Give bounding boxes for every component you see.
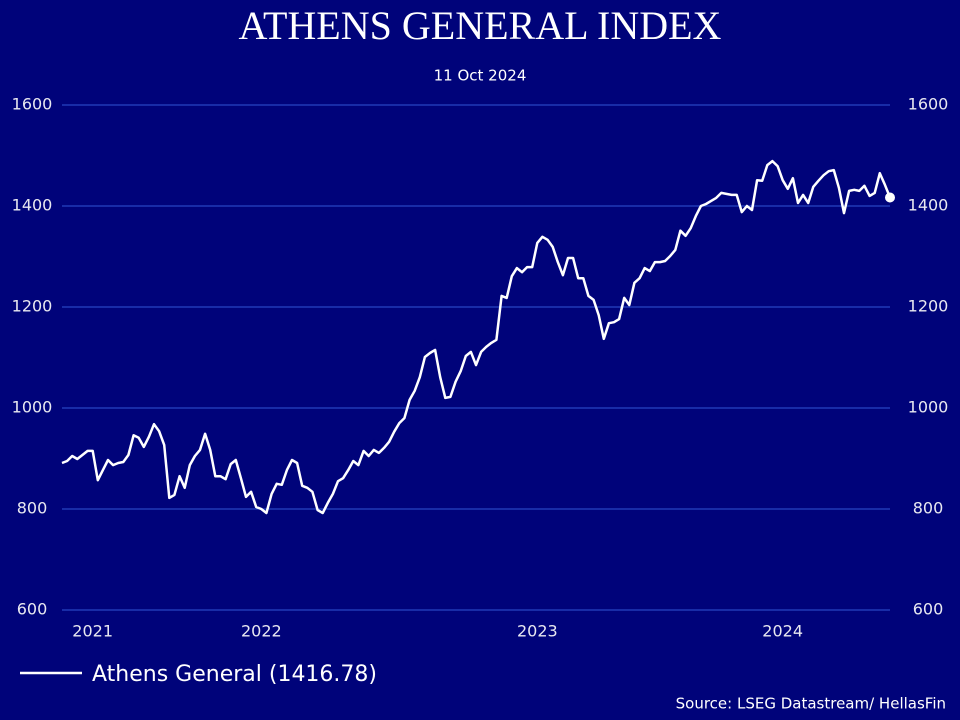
data-line: [61, 159, 892, 515]
source-note: Source: LSEG Datastream/ HellasFin: [676, 695, 946, 713]
chart-title: ATHENS GENERAL INDEX: [239, 3, 722, 48]
y-tick-label: 1600: [12, 95, 53, 114]
y2-tick-label: 800: [913, 499, 944, 518]
y2-tick-label: 1400: [908, 196, 949, 215]
end-point: [885, 192, 895, 203]
y-tick-label: 1200: [12, 297, 53, 316]
y2-tick-label: 1000: [908, 398, 949, 417]
y-tick-label: 800: [17, 499, 48, 518]
chart-subtitle: 11 Oct 2024: [434, 67, 527, 85]
x-tick-label: 2021: [72, 622, 113, 641]
x-tick-label: 2023: [517, 622, 558, 641]
x-tick-label: 2022: [241, 622, 282, 641]
y-tick-label: 1000: [12, 398, 53, 417]
y2-tick-label: 600: [913, 600, 944, 619]
y2-tick-label: 1200: [908, 297, 949, 316]
x-tick-label: 2024: [762, 622, 803, 641]
y-tick-label: 600: [17, 600, 48, 619]
y2-tick-label: 1600: [908, 95, 949, 114]
y-tick-label: 1400: [12, 196, 53, 215]
legend-label: Athens General (1416.78): [92, 662, 377, 687]
